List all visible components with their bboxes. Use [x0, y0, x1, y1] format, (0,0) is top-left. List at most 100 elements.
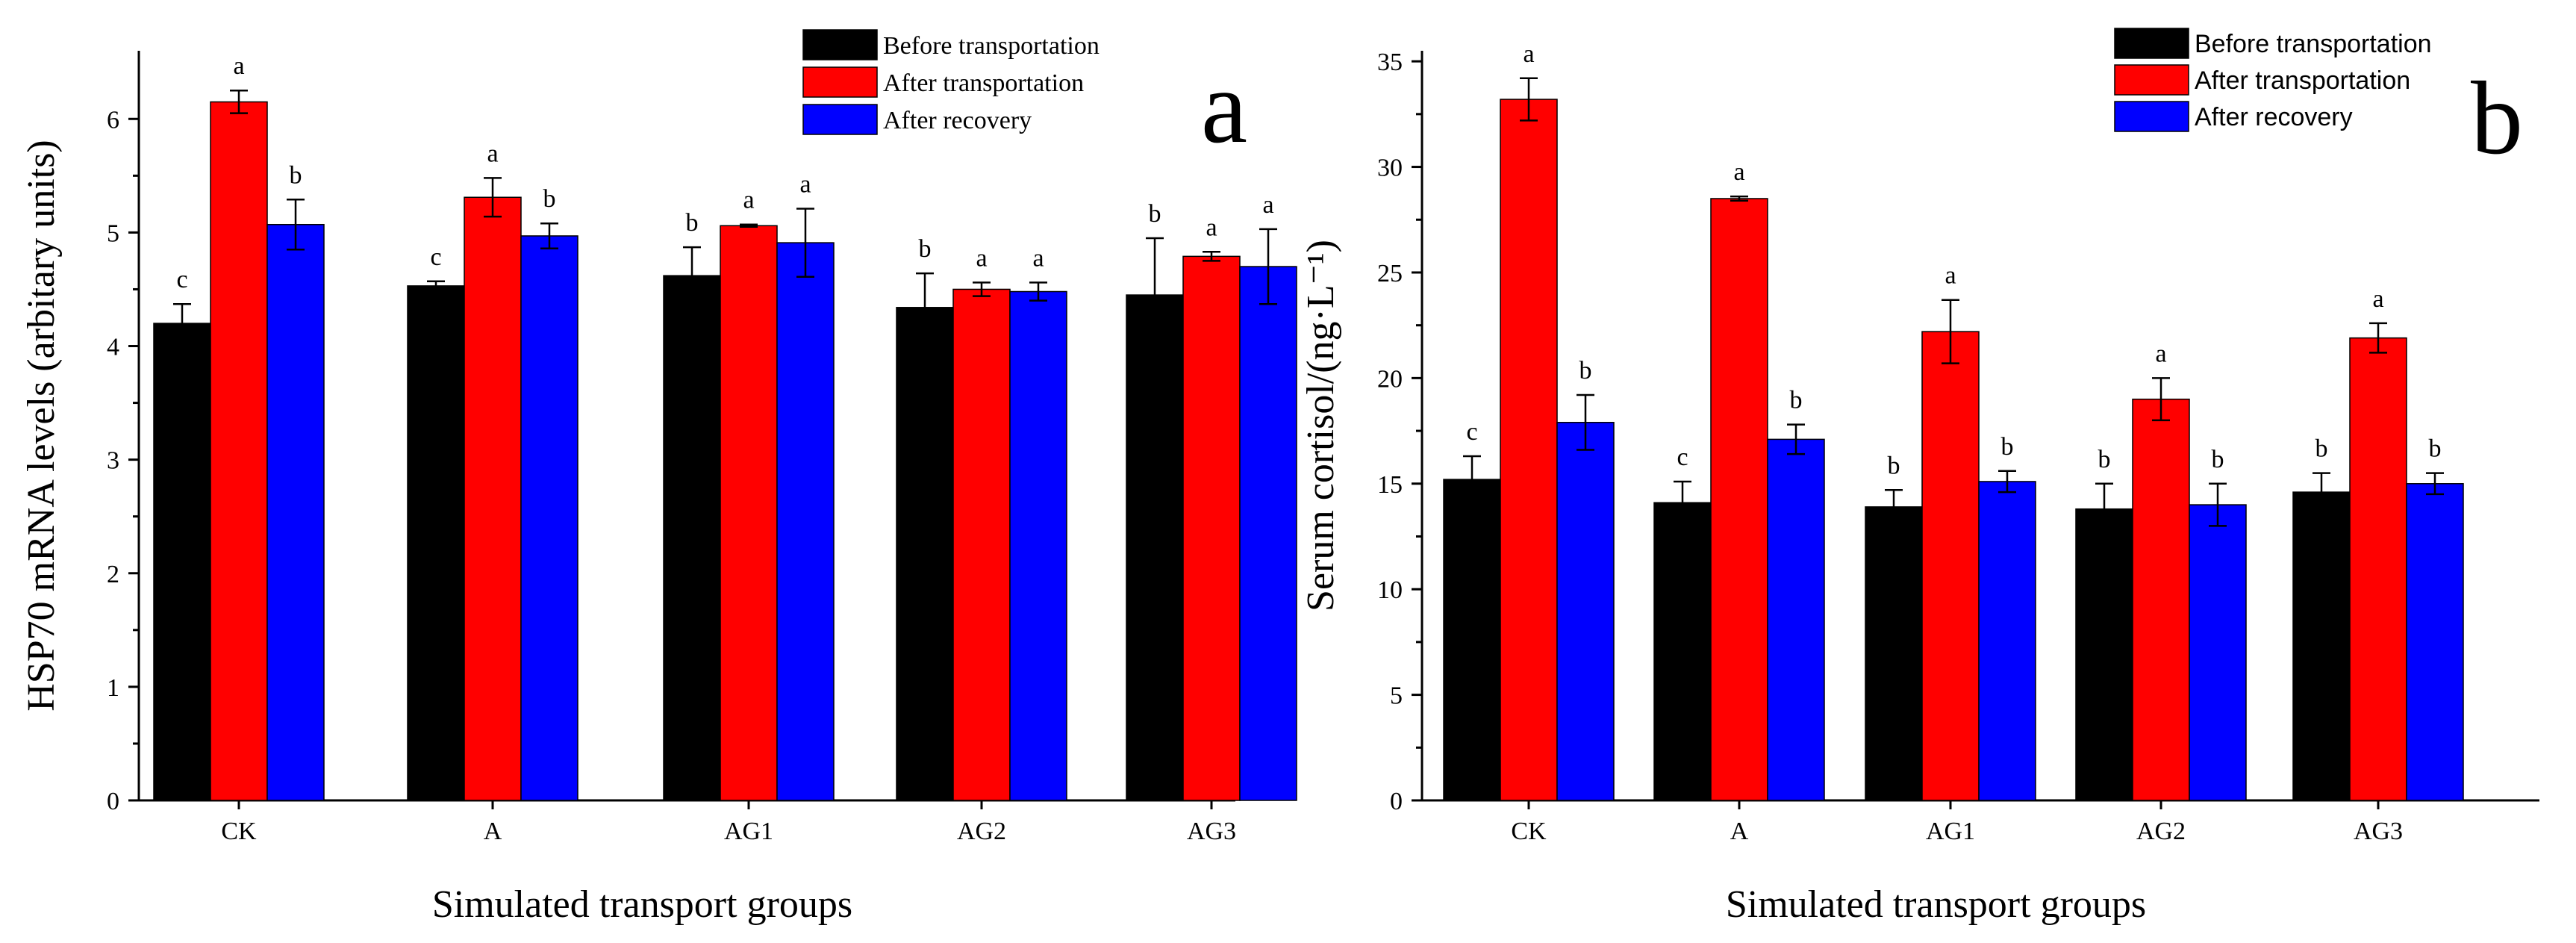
significance-letter: b	[686, 209, 699, 237]
panel-letter: a	[1201, 49, 1247, 165]
significance-letter: b	[2315, 435, 2328, 463]
y-tick-label: 0	[1390, 788, 1403, 815]
y-tick-label: 0	[107, 788, 119, 815]
bar	[896, 307, 954, 801]
bar	[1443, 479, 1501, 801]
x-tick-label: AG3	[2354, 818, 2403, 845]
y-tick-label: 15	[1377, 471, 1403, 499]
significance-letter: b	[2001, 433, 2014, 461]
significance-letter: c	[176, 266, 187, 293]
series-before-transportation: c c b b b	[1443, 418, 2351, 801]
legend-label: After recovery	[883, 107, 1032, 134]
x-tick-label: A	[484, 818, 502, 845]
x-tick-label: AG1	[1926, 818, 1975, 845]
x-tick-label: CK	[221, 818, 257, 845]
bar	[266, 223, 325, 801]
x-tick-label: AG2	[2136, 818, 2186, 845]
legend-swatch	[802, 104, 878, 135]
x-tick-label: CK	[1511, 818, 1547, 845]
significance-letter: b	[2429, 435, 2442, 463]
x-tick-label: AG1	[724, 818, 773, 845]
significance-letter: a	[487, 140, 498, 167]
significance-letter: a	[233, 52, 244, 80]
significance-letter: a	[799, 170, 811, 198]
x-tick-label: A	[1730, 818, 1749, 845]
bar	[1865, 506, 1923, 801]
significance-letter: b	[290, 161, 302, 189]
y-tick-label: 2	[107, 561, 119, 588]
bar	[952, 288, 1011, 801]
y-axis-title: Serum cortisol/(ng·L⁻¹)	[1300, 240, 1342, 611]
significance-letter: a	[1945, 262, 1956, 290]
significance-letter: c	[1677, 444, 1688, 471]
bar	[776, 242, 835, 801]
series-before-transportation: c c b b b	[153, 200, 1184, 801]
y-tick-label: 10	[1377, 576, 1403, 604]
y-tick-label: 1	[107, 674, 119, 702]
y-tick-label: 5	[1390, 682, 1403, 710]
y-tick-label: 30	[1377, 155, 1403, 182]
significance-letter: b	[919, 235, 932, 263]
legend-swatch	[2114, 64, 2189, 96]
bar	[1182, 255, 1241, 801]
significance-letter: a	[1523, 40, 1534, 68]
bar	[2189, 504, 2247, 801]
y-axis-title: HSP70 mRNA levels (arbitary units)	[20, 140, 63, 712]
legend: Before transportation After transportatio…	[802, 29, 1100, 135]
legend-swatch	[802, 29, 878, 60]
bar	[464, 196, 522, 801]
x-ticks: CK A AG1 AG2 AG3	[1511, 800, 2403, 845]
x-ticks: CK A AG1 AG2 AG3	[221, 800, 1236, 845]
y-ticks: 0 1 2 3 4 5 6	[107, 106, 139, 815]
legend-label: After transportation	[2195, 66, 2410, 95]
x-axis-title: Simulated transport groups	[432, 883, 852, 926]
bar	[2132, 398, 2190, 801]
bar	[663, 275, 721, 801]
legend-swatch	[2114, 28, 2189, 59]
bar	[1710, 198, 1768, 801]
significance-letter: b	[2212, 446, 2224, 473]
significance-letter: b	[1579, 357, 1592, 385]
significance-letter: b	[2098, 446, 2111, 473]
bar	[1767, 438, 1825, 801]
y-tick-label: 20	[1377, 365, 1403, 393]
panel-letter: b	[2471, 60, 2523, 176]
significance-letter: b	[543, 185, 556, 213]
series-after-transportation: a a a a a	[1500, 40, 2407, 801]
significance-letter: a	[1206, 214, 1217, 241]
y-tick-label: 4	[107, 334, 119, 361]
bar	[1653, 502, 1712, 801]
significance-letter: a	[976, 244, 987, 272]
series-after-transportation: a a a a a	[210, 52, 1241, 801]
significance-letter: a	[1733, 158, 1744, 186]
bar	[1556, 422, 1615, 801]
x-axis-title: Simulated transport groups	[1726, 883, 2146, 926]
legend: Before transportation After transportatio…	[2114, 28, 2432, 132]
significance-letter: b	[1888, 452, 1900, 479]
bar	[1921, 331, 1980, 801]
significance-letter: a	[2372, 285, 2383, 313]
bar	[407, 285, 465, 801]
bar	[1239, 266, 1297, 801]
x-tick-label: AG2	[957, 818, 1006, 845]
legend-swatch	[802, 66, 878, 98]
x-tick-label: AG3	[1187, 818, 1236, 845]
bar	[2292, 491, 2351, 801]
series-after-recovery: b b b b b	[1556, 357, 2464, 801]
bar	[520, 235, 578, 801]
series-after-recovery: b b a a a	[266, 161, 1297, 801]
bars: c c b b b a a a a a b b b b b	[1443, 40, 2464, 801]
bar	[1009, 290, 1067, 801]
y-ticks: 0 5 10 15 20 25 30 35	[1377, 49, 1422, 815]
y-tick-label: 25	[1377, 260, 1403, 287]
bar	[2349, 337, 2407, 801]
significance-letter: b	[1149, 200, 1161, 228]
significance-letter: a	[1262, 191, 1273, 219]
significance-letter: b	[1790, 387, 1803, 414]
bar	[1126, 294, 1184, 801]
significance-letter: c	[430, 243, 441, 271]
